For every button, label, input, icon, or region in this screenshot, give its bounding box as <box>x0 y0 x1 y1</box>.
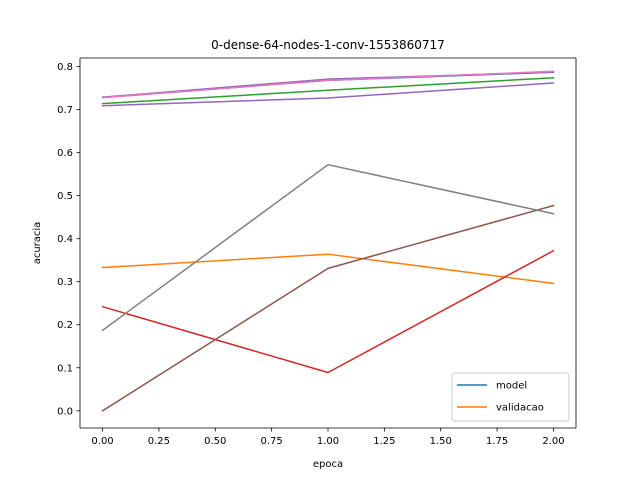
y-tick-label: 0.3 <box>57 277 73 288</box>
legend-items: model validacao <box>457 381 544 414</box>
series-line-3 <box>101 76 555 105</box>
x-tick-label: 1.50 <box>430 436 452 447</box>
x-tick-label: 1.25 <box>373 436 395 447</box>
y-tick-label: 0.7 <box>57 105 73 116</box>
x-tick-label: 1.00 <box>317 436 339 447</box>
y-tick-label: 0.5 <box>57 191 73 202</box>
series-line-8 <box>101 163 555 332</box>
series-line-9 <box>101 82 555 107</box>
plot-area <box>80 58 576 428</box>
x-ticks: 0.00 0.25 0.50 0.75 1.00 1.25 1.50 1.75 2.00 <box>91 428 565 447</box>
y-tick-label: 0.4 <box>57 234 73 245</box>
y-ticks: 0.0 0.1 0.2 0.3 0.4 0.5 0.6 0.7 0.8 <box>57 62 80 417</box>
series-line-6 <box>101 204 555 412</box>
x-tick-label: 1.75 <box>486 436 508 447</box>
y-tick-label: 0.0 <box>57 406 73 417</box>
x-tick-label: 0.50 <box>204 436 226 447</box>
series-line-7 <box>101 70 555 99</box>
x-tick-label: 2.00 <box>542 436 564 447</box>
y-tick-label: 0.2 <box>57 320 73 331</box>
series-line-4 <box>101 249 555 374</box>
series-line-2 <box>101 253 555 285</box>
legend: model validacao <box>451 372 570 422</box>
x-axis-label: epoca <box>313 459 343 470</box>
y-axis-label: acuracia <box>32 222 43 265</box>
x-tick-label: 0.75 <box>261 436 283 447</box>
y-tick-label: 0.1 <box>57 363 73 374</box>
y-tick-label: 0.8 <box>57 62 73 73</box>
chart-title: 0-dense-64-nodes-1-conv-1553860717 <box>211 38 445 52</box>
y-tick-label: 0.6 <box>57 148 73 159</box>
x-tick-label: 0.00 <box>91 436 113 447</box>
legend-label: model <box>496 381 527 392</box>
legend-label: validacao <box>496 403 544 414</box>
series-layer <box>101 70 555 412</box>
x-tick-label: 0.25 <box>148 436 170 447</box>
